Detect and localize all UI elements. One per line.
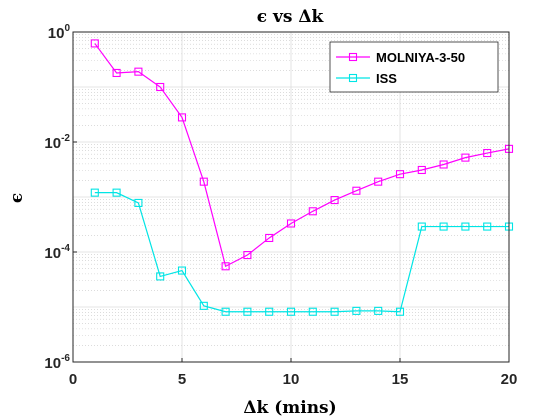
data-point <box>286 219 296 228</box>
data-point <box>352 186 361 195</box>
data-point <box>417 165 426 175</box>
y-axis-label: ϵ <box>7 193 27 203</box>
data-point <box>439 160 448 169</box>
y-tick-label: 10-2 <box>44 133 70 152</box>
x-tick-label: 5 <box>178 371 186 388</box>
data-point <box>221 262 230 271</box>
legend-marker <box>348 52 358 62</box>
y-tick-label: 100 <box>48 23 71 42</box>
data-point <box>330 196 339 205</box>
data-point <box>156 82 165 92</box>
data-point <box>221 307 230 316</box>
data-point <box>286 307 296 316</box>
data-point <box>134 67 143 76</box>
data-point <box>177 266 187 275</box>
legend: MOLNIYA-3-50 ISS <box>329 41 499 93</box>
data-point <box>90 188 99 197</box>
data-point <box>395 307 405 316</box>
legend-entry: ISS <box>336 71 397 86</box>
x-tick-label: 20 <box>501 371 518 388</box>
data-point <box>156 272 165 281</box>
data-point <box>395 170 405 179</box>
data-point <box>461 153 470 162</box>
x-tick-label: 15 <box>392 371 409 388</box>
data-point <box>483 148 492 158</box>
data-point <box>265 307 274 316</box>
data-point <box>374 306 383 315</box>
data-point <box>265 233 274 243</box>
series-0 <box>90 39 514 271</box>
y-tick-label: 10-4 <box>44 243 70 262</box>
data-point <box>112 68 121 78</box>
plot-frame <box>72 31 510 363</box>
data-point <box>330 307 339 316</box>
data-point <box>134 198 143 207</box>
data-point <box>199 177 208 186</box>
data-point <box>352 306 361 315</box>
data-point <box>90 39 99 48</box>
data-point <box>417 222 426 231</box>
axes: 0 5 10 15 20 100 10-2 10-4 10-6 <box>44 23 517 388</box>
data-point <box>112 188 121 197</box>
legend-entry: MOLNIYA-3-50 <box>336 50 465 65</box>
legend-label: MOLNIYA-3-50 <box>376 50 465 65</box>
data-point <box>199 301 208 310</box>
data-point <box>461 222 470 231</box>
legend-label: ISS <box>376 71 397 86</box>
x-tick-label: 0 <box>69 371 77 388</box>
data-point <box>439 222 448 231</box>
data-point <box>374 177 383 186</box>
data-point <box>177 113 187 122</box>
x-tick-label: 10 <box>283 371 300 388</box>
data-point <box>308 207 317 216</box>
series-1 <box>90 188 514 316</box>
legend-box <box>329 41 499 93</box>
grid <box>72 31 510 363</box>
x-axis-label: Δk (mins) <box>243 398 336 418</box>
legend-marker <box>348 73 358 83</box>
data-point <box>243 251 252 260</box>
y-tick-label: 10-6 <box>44 353 70 372</box>
chart-title: ϵ vs Δk <box>257 7 325 27</box>
series-layer <box>90 39 514 316</box>
data-point <box>243 307 252 316</box>
data-point <box>483 222 492 231</box>
data-point <box>308 307 317 316</box>
